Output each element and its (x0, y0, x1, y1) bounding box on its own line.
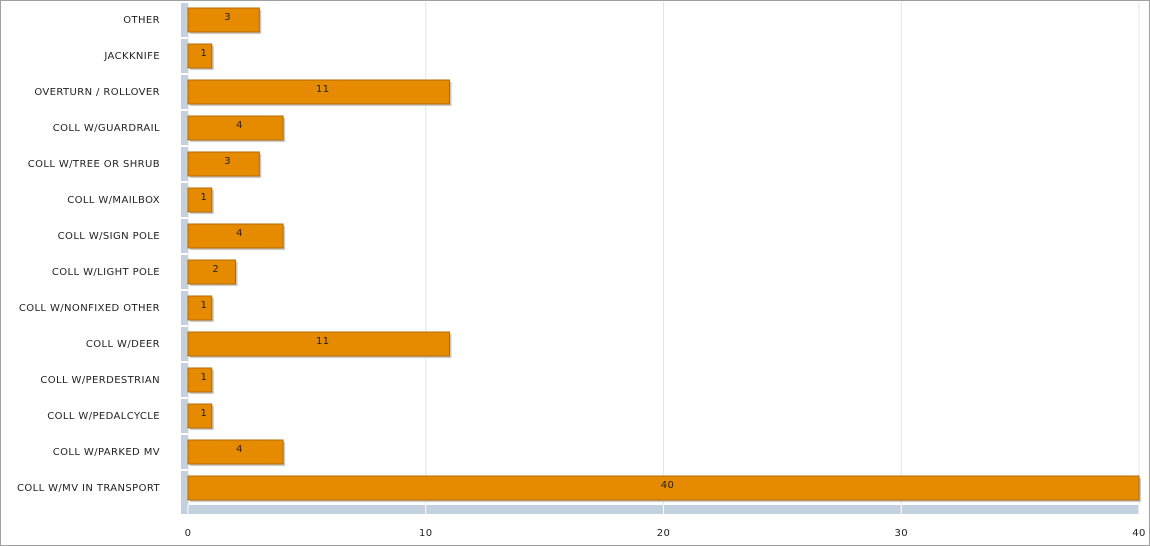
y-tick-label: COLL W/MV IN TRANSPORT (17, 483, 161, 494)
y-tick-label: COLL W/LIGHT POLE (52, 267, 160, 278)
value-label: 1 (201, 48, 208, 59)
y-tick-label: OTHER (123, 15, 160, 26)
value-label: 11 (316, 336, 330, 347)
row-base (181, 219, 188, 253)
value-label: 1 (201, 192, 208, 203)
bar (187, 367, 213, 393)
row-base (181, 291, 188, 325)
y-tick-label: COLL W/DEER (86, 339, 160, 350)
value-label: 3 (224, 156, 231, 167)
value-label: 1 (201, 372, 208, 383)
x-tick-label: 20 (657, 528, 671, 539)
row-base (181, 111, 188, 145)
y-tick-label: COLL W/NONFIXED OTHER (19, 303, 160, 314)
row-base (181, 435, 188, 469)
bar (187, 331, 451, 357)
bar (187, 187, 213, 213)
y-tick-label: COLL W/MAILBOX (67, 195, 160, 206)
x-tick-label: 40 (1132, 528, 1146, 539)
row-base (181, 471, 188, 505)
value-label: 4 (236, 444, 243, 455)
y-tick-label: COLL W/PEDALCYCLE (47, 411, 160, 422)
x-tick-label: 30 (894, 528, 908, 539)
bar (187, 475, 1140, 501)
bar (187, 43, 213, 69)
value-label: 4 (236, 228, 243, 239)
bar (187, 439, 284, 465)
value-label: 4 (236, 120, 243, 131)
bar (187, 115, 284, 141)
bar (187, 7, 260, 33)
row-base (181, 255, 188, 289)
row-base (181, 39, 188, 73)
value-label: 3 (224, 12, 231, 23)
value-label: 1 (201, 408, 208, 419)
y-tick-label: COLL W/TREE OR SHRUB (28, 159, 160, 170)
value-label: 2 (212, 264, 219, 275)
bar (187, 79, 451, 105)
x-tick-label: 0 (185, 528, 192, 539)
y-tick-label: COLL W/SIGN POLE (58, 231, 160, 242)
x-tick-label: 10 (419, 528, 433, 539)
bar (187, 295, 213, 321)
row-base (181, 327, 188, 361)
row-base (181, 147, 188, 181)
y-tick-label: COLL W/PERDESTRIAN (40, 375, 160, 386)
row-base (181, 75, 188, 109)
bar (187, 151, 260, 177)
value-label: 40 (661, 480, 675, 491)
y-tick-label: OVERTURN / ROLLOVER (34, 87, 160, 98)
value-label: 11 (316, 84, 330, 95)
bar (187, 259, 237, 285)
bar (187, 223, 284, 249)
y-tick-label: COLL W/PARKED MV (53, 447, 160, 458)
row-base (181, 363, 188, 397)
y-tick-label: JACKKNIFE (103, 51, 160, 62)
row-base (181, 399, 188, 433)
value-label: 1 (201, 300, 208, 311)
row-base (181, 3, 188, 37)
bar (187, 403, 213, 429)
row-base (181, 183, 188, 217)
x-axis-band (181, 505, 1139, 514)
y-tick-label: COLL W/GUARDRAIL (53, 123, 160, 134)
